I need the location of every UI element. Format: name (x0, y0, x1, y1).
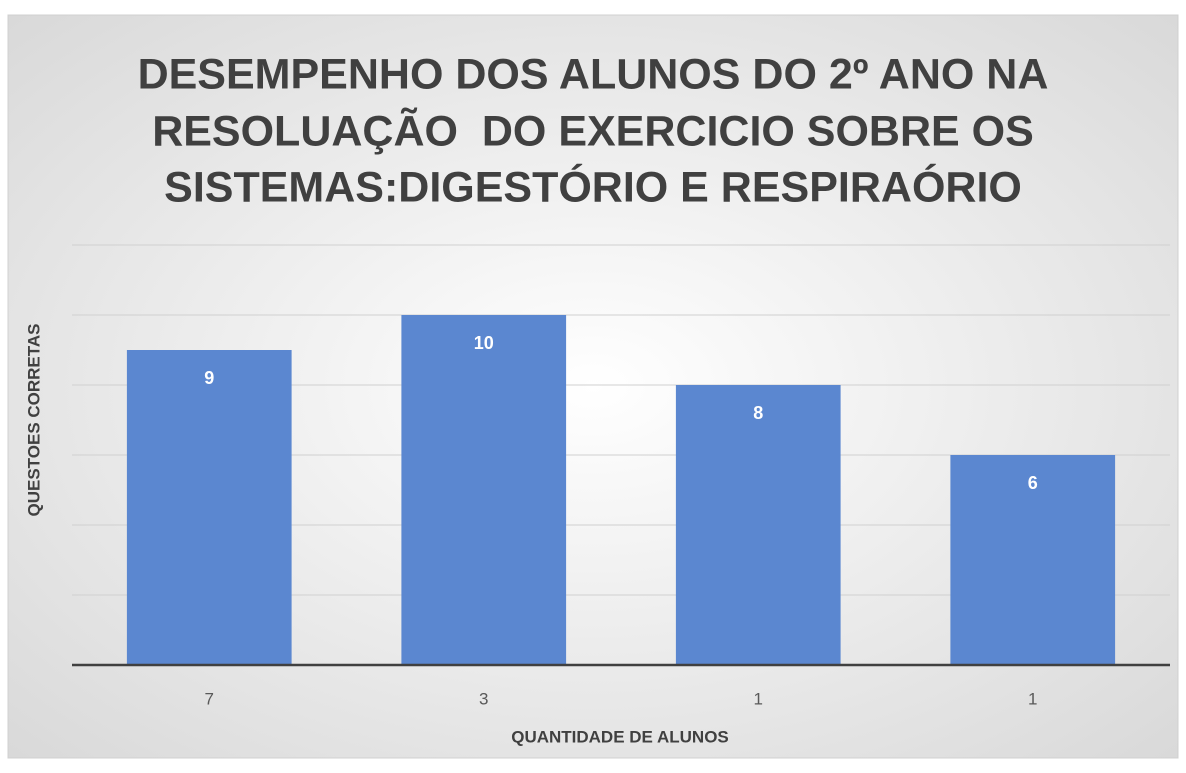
data-label: 6 (1028, 473, 1038, 493)
bar (401, 315, 567, 665)
bar (675, 385, 841, 665)
y-axis-title: QUESTOES CORRETAS (24, 323, 43, 516)
data-label: 10 (474, 333, 494, 353)
chart-title: RESOLUAÇÃO DO EXERCICIO SOBRE OS (152, 107, 1034, 155)
x-axis-title: QUANTIDADE DE ALUNOS (511, 727, 729, 746)
bar (126, 350, 292, 665)
x-tick-label: 7 (205, 689, 214, 708)
x-tick-label: 1 (754, 689, 763, 708)
chart-title: DESEMPENHO DOS ALUNOS DO 2º ANO NA (138, 50, 1049, 98)
data-label: 9 (204, 368, 214, 388)
data-label: 8 (753, 403, 763, 423)
x-tick-label: 3 (479, 689, 488, 708)
chart-title: SISTEMAS:DIGESTÓRIO E RESPIRAÓRIO (164, 162, 1022, 211)
x-tick-label: 1 (1028, 689, 1037, 708)
bar (950, 455, 1116, 665)
